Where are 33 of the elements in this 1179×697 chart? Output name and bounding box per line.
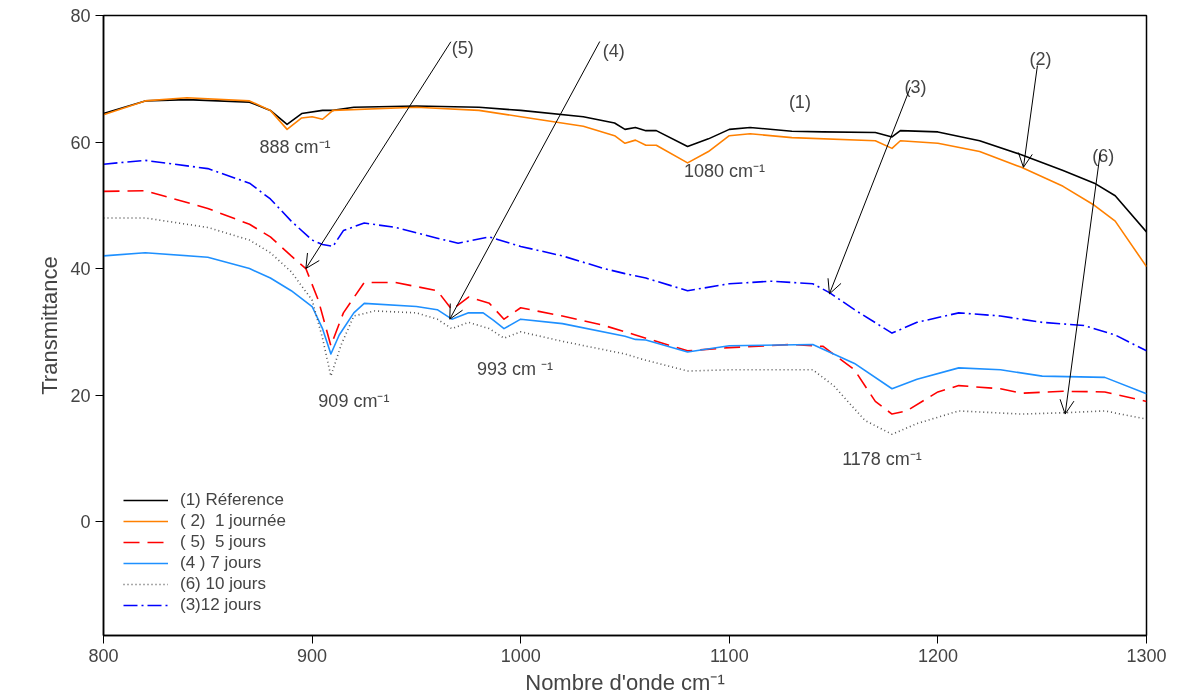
y-tick-label: 40 [70,259,91,280]
x-axis-title: Nombre d'onde cm⁻¹ [525,669,725,695]
line-series [103,96,1147,268]
x-tick-label: 1300 [1126,645,1167,666]
annotation: (2) [1029,49,1052,70]
x-tick-label: 1200 [917,645,958,666]
line-series [103,189,1147,415]
x-tick-label: 1000 [500,645,541,666]
annotation: (4) [602,41,625,62]
annotation: 1080 cm⁻¹ [684,160,766,181]
y-tick-label: 0 [80,512,91,533]
annotation: 993 cm ⁻¹ [477,359,554,380]
y-tick-label: 80 [70,6,91,26]
line-series [103,251,1147,395]
x-tick-label: 1100 [709,645,749,666]
y-axis-title: Transmittance [37,256,63,395]
x-tick-label: 900 [297,645,328,666]
x-tick-label: 800 [88,645,119,666]
annotation: (3) [904,76,927,97]
legend-label: ( 5) 5 jours [180,532,266,552]
legend-label: (1) Réference [180,490,284,510]
annotation: (1) [788,92,811,113]
annotation: 1178 cm⁻¹ [842,449,922,470]
annotation: (6) [1092,146,1115,167]
y-tick-label: 60 [70,132,91,153]
y-tick-label: 20 [70,385,91,406]
annotation: 909 cm⁻¹ [318,391,390,412]
legend-label: (3)12 jours [180,595,262,615]
annotation: 888 cm⁻¹ [259,137,331,158]
annotation: (5) [451,37,474,58]
legend-label: (4 ) 7 jours [180,553,262,573]
legend-label: ( 2) 1 journée [180,511,286,531]
legend-label: (6) 10 jours [180,574,266,594]
